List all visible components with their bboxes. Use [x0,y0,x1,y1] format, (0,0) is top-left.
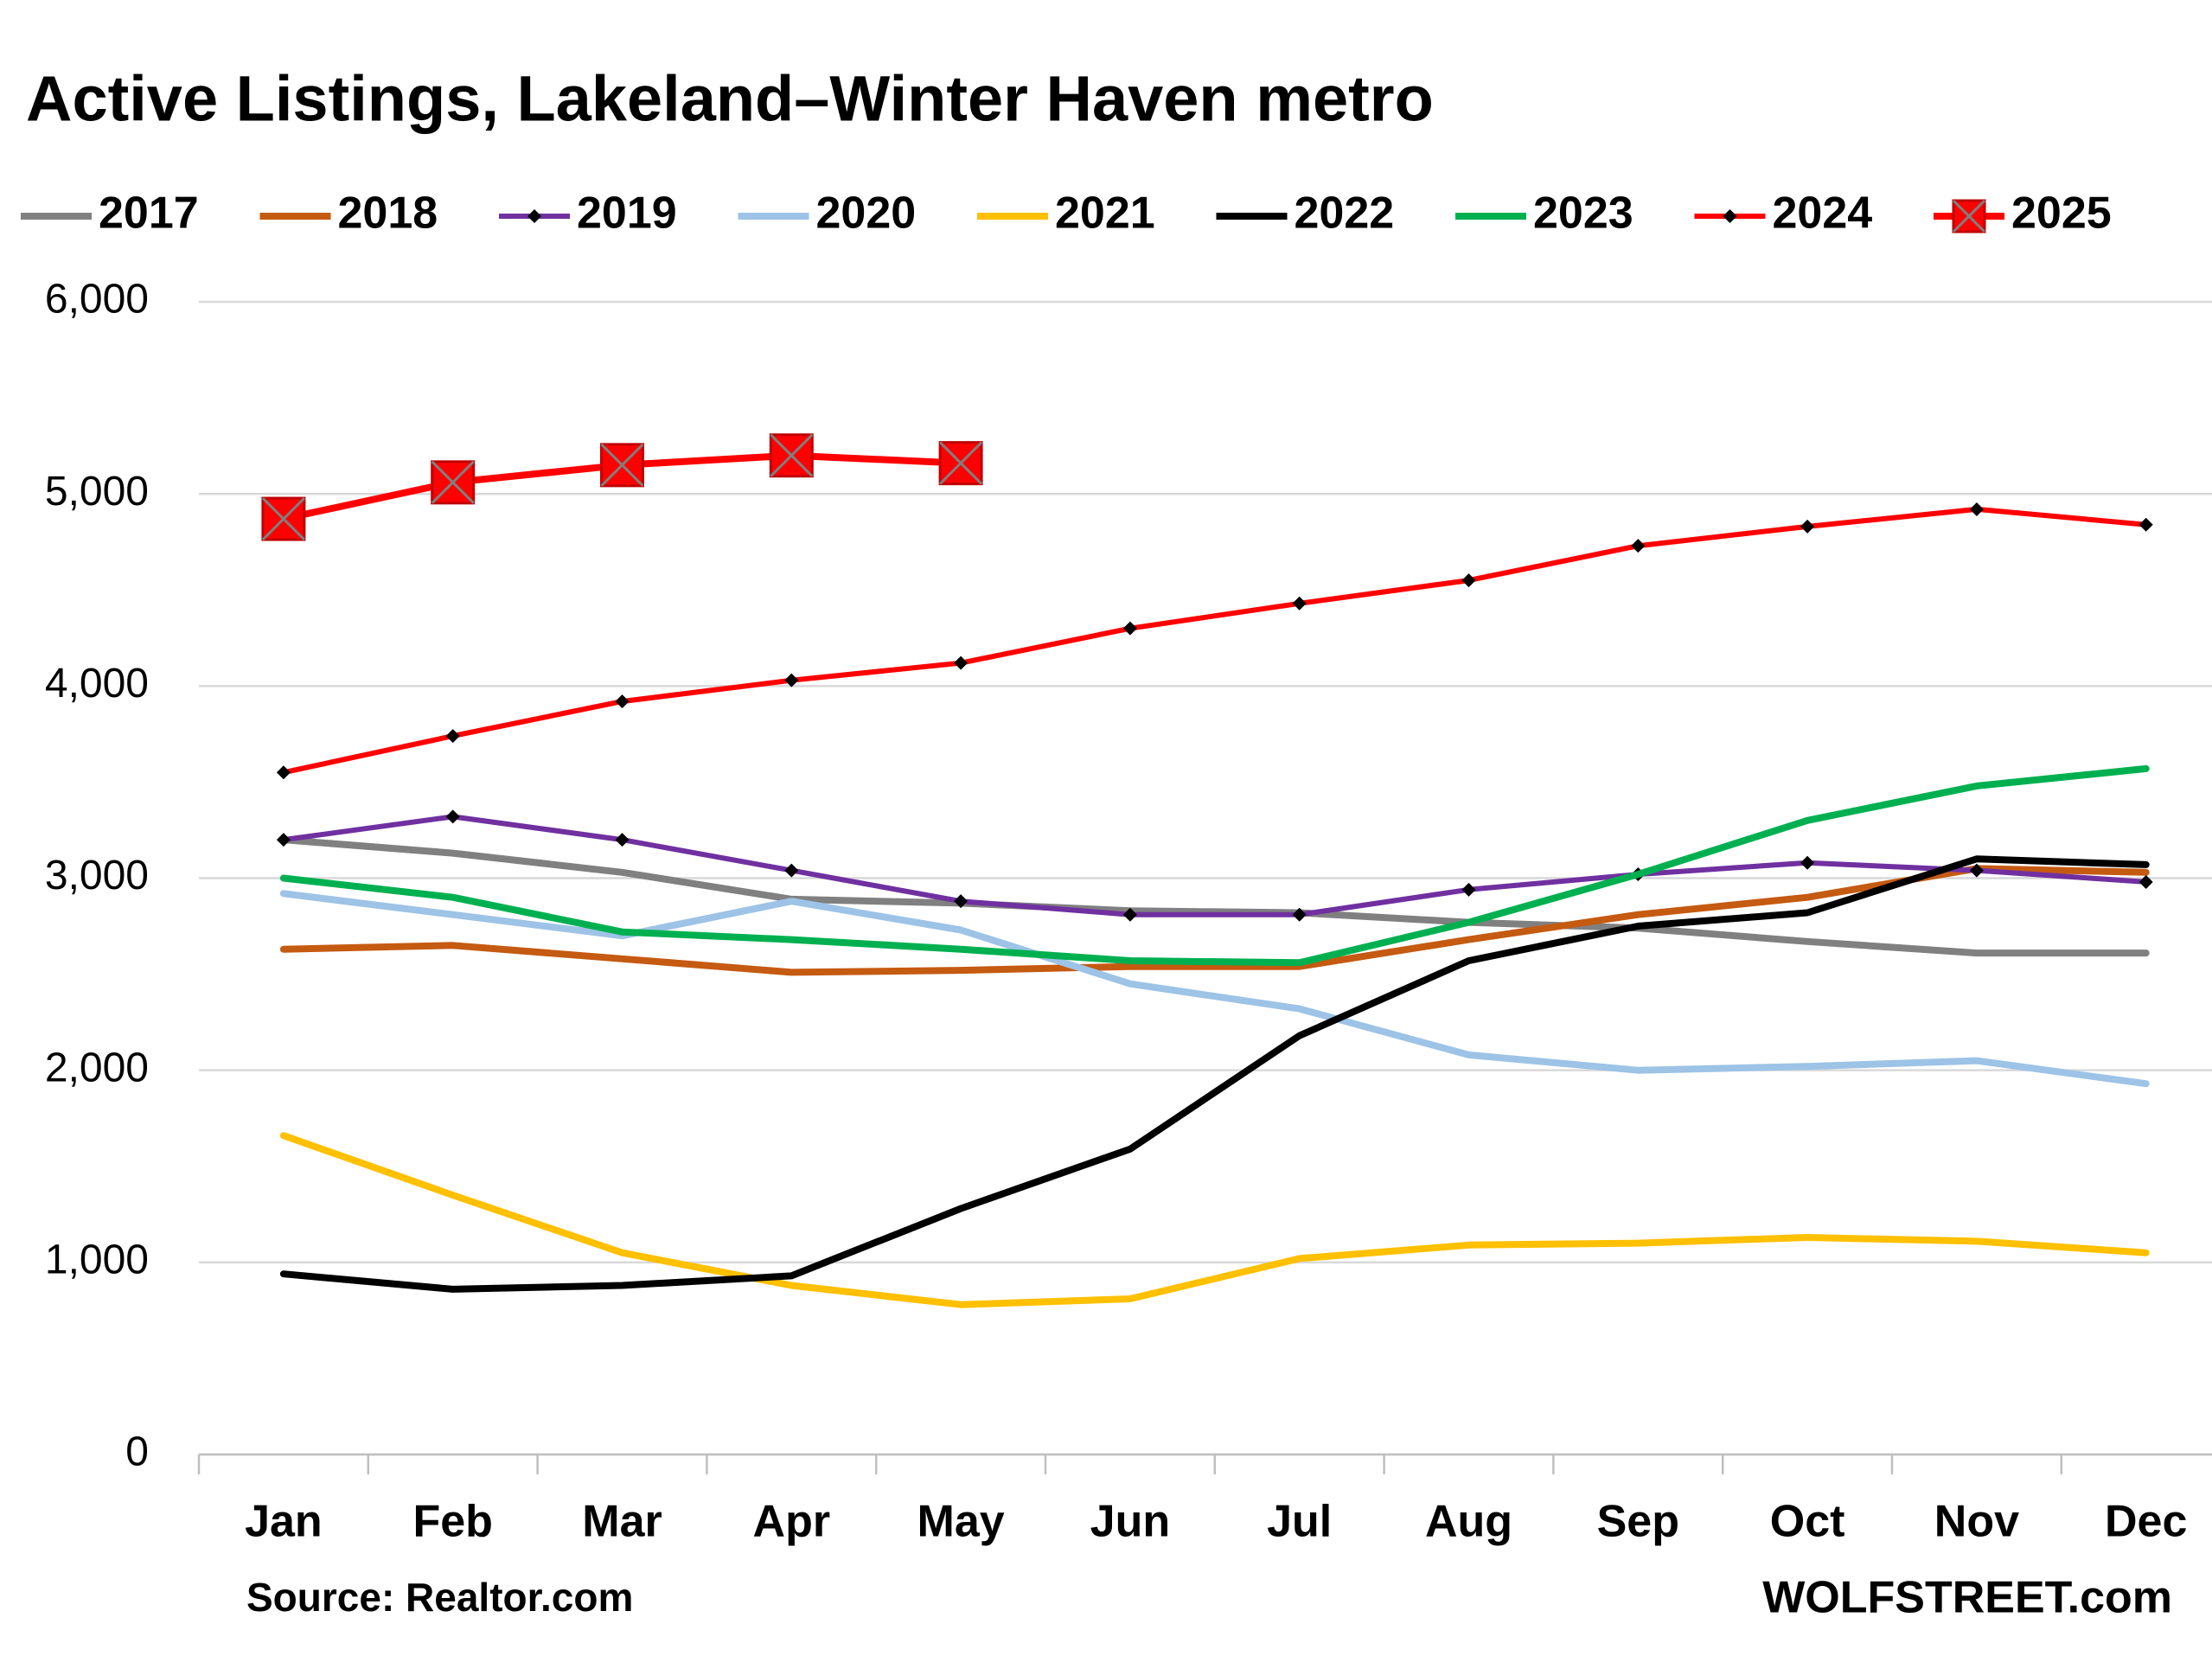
credit: WOLFSTREET.com [1762,1573,2172,1623]
marker [1461,882,1476,897]
marker [445,729,460,744]
legend-marker [527,209,541,223]
y-tick-label: 0 [125,1429,149,1475]
marker [1122,907,1137,922]
y-tick-label: 3,000 [45,853,149,898]
y-tick-label: 1,000 [45,1237,149,1283]
x-tick-label: Jul [1267,1497,1332,1547]
x-tick-label: May [917,1497,1005,1547]
y-tick-label: 6,000 [45,277,149,323]
marker [615,833,630,847]
marker [1969,863,1984,878]
y-tick-label: 4,000 [45,661,149,706]
series-line [280,814,2149,917]
marker [276,833,291,847]
marker-cross [939,441,983,485]
x-tick-label: Mar [582,1497,662,1547]
source: Source: Realtor.com [246,1575,633,1620]
marker [784,673,799,687]
marker-cross [261,496,305,541]
marker [1631,539,1646,553]
series-line [279,855,2150,1293]
marker [1122,621,1137,636]
legend-label: 2020 [816,189,917,239]
legend-label: 2019 [577,189,677,239]
marker [276,765,291,780]
x-tick-label: Nov [1934,1497,2019,1547]
legend-marker [1723,209,1737,223]
marker [2138,874,2153,889]
legend-label: 2025 [2011,189,2112,239]
marker [1969,502,1984,516]
marker [784,863,799,878]
series-line [279,890,2150,1088]
marker [954,894,969,909]
marker [1292,596,1307,611]
x-tick-label: Dec [2105,1497,2187,1547]
x-tick-label: Aug [1425,1497,1512,1547]
legend-label: 2017 [99,189,199,239]
series-line [279,865,2150,976]
marker [2138,517,2153,532]
legend-label: 2023 [1533,189,1633,239]
x-tick-label: Apr [753,1497,831,1547]
marker [445,809,460,824]
x-tick-label: Oct [1770,1497,1845,1547]
x-tick-label: Sep [1597,1497,1679,1547]
chart-title: Active Listings, Lakeland–Winter Haven m… [26,63,1434,135]
series-line [280,506,2149,776]
marker [954,655,969,670]
marker [1800,855,1815,870]
series-line [279,836,2150,957]
marker [1461,573,1476,588]
y-tick-label: 2,000 [45,1045,149,1090]
x-tick-label: Jan [245,1497,323,1547]
legend-label: 2022 [1295,189,1395,239]
marker [615,694,630,709]
marker-cross [600,443,644,487]
marker-cross [770,433,814,477]
legend-label: 2018 [338,189,438,239]
marker [1292,907,1307,922]
series-line [279,764,2150,967]
x-tick-label: Jun [1090,1497,1170,1547]
legend-marker-cross [1952,199,1986,233]
legend-label: 2024 [1773,189,1873,239]
marker-cross [431,460,475,504]
series-line [279,1132,2150,1308]
y-tick-label: 5,000 [45,469,149,515]
legend-label: 2021 [1055,189,1155,239]
marker [1800,519,1815,534]
x-tick-label: Feb [412,1497,492,1547]
